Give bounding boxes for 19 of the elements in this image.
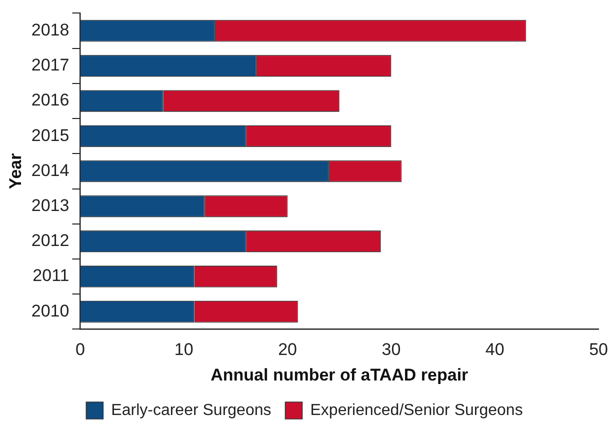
y-tick-label: 2016 [31,90,70,110]
y-tick-label: 2012 [31,231,70,250]
y-tick-label: 2010 [31,301,70,320]
x-tick-label: 40 [485,340,504,360]
x-tick-label: 50 [589,340,608,360]
legend-label: Early-career Surgeons [111,402,272,419]
x-tick-label: 30 [382,340,401,360]
y-tick-label: 2017 [31,56,70,75]
y-tick-label: 2013 [31,196,70,215]
y-tick-label: 2014 [31,160,70,180]
x-tick-label: 10 [174,340,194,360]
y-tick-label: 2011 [32,266,70,286]
x-tick-label: 20 [278,340,298,360]
y-tick-label: 2018 [31,20,70,40]
legend-label: Experienced/Senior Surgeons [310,402,523,419]
x-tick-label: 0 [75,340,85,360]
y-tick-label: 2015 [31,126,70,145]
y-axis-title: Year [6,152,25,190]
x-axis-title: Annual number of aTAAD repair [210,365,469,384]
